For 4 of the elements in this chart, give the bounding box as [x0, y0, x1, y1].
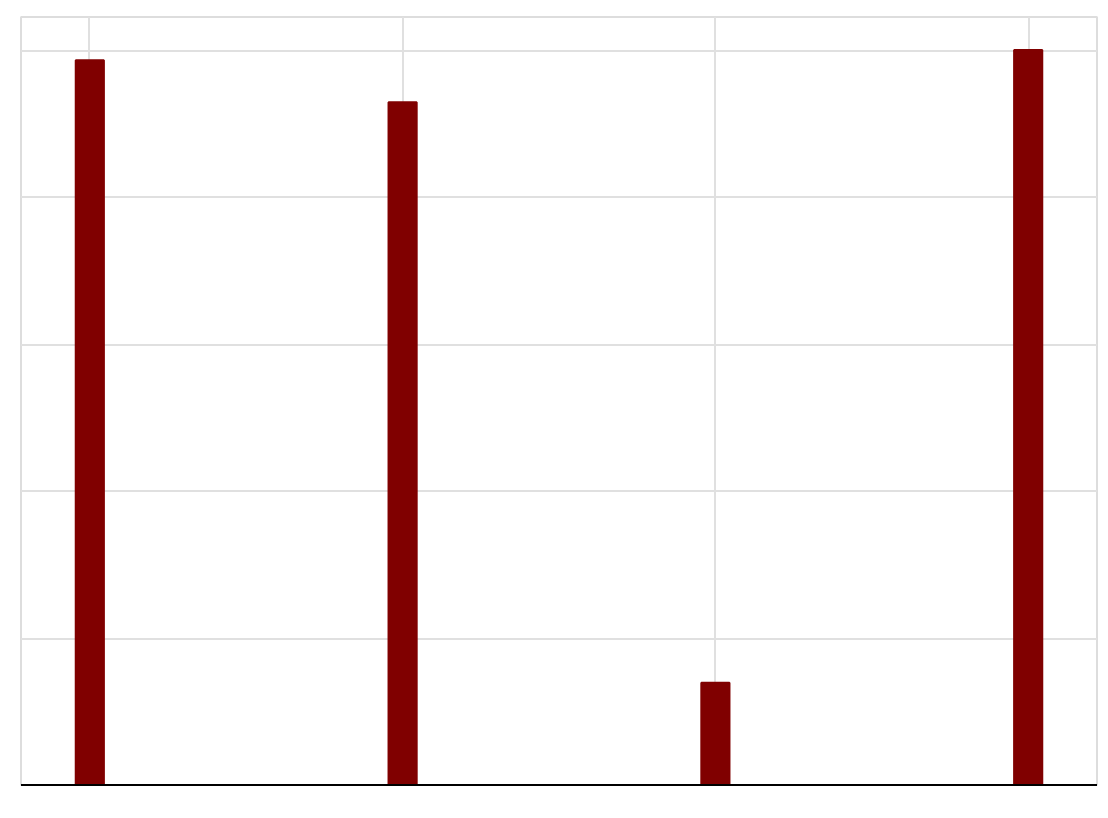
bar: [74, 59, 105, 785]
bar: [387, 101, 418, 785]
bar: [1013, 49, 1044, 785]
bar: [700, 681, 731, 785]
